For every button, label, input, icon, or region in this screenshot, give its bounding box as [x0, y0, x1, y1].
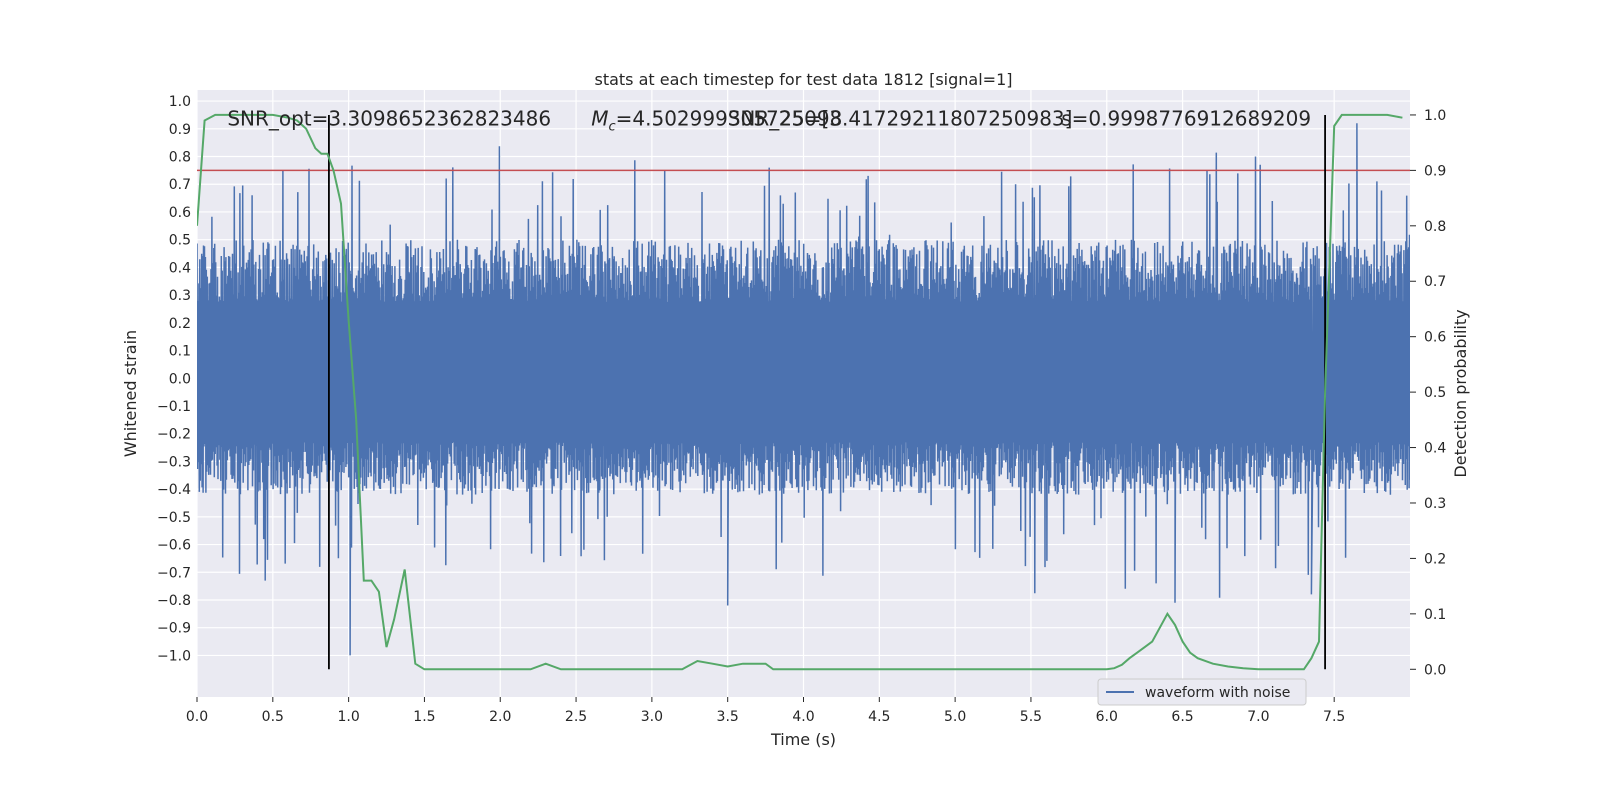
data-layer: [197, 113, 1410, 671]
plot-area: [196, 90, 1410, 697]
y-axis-label: Whitened strain: [121, 330, 140, 457]
y-tick-label: −0.6: [157, 538, 191, 554]
y2-tick-label: 0.2: [1424, 551, 1446, 567]
y-tick-label: 0.5: [169, 233, 191, 249]
legend-label: waveform with noise: [1145, 685, 1290, 701]
y-tick-label: 0.9: [169, 122, 191, 138]
y2-tick-label: 0.5: [1424, 385, 1446, 401]
x-tick-label: 6.5: [1171, 709, 1193, 725]
annotation-snr-opt: SNR_opt=3.3098652362823486: [227, 107, 551, 131]
y-tick-label: 0.3: [169, 288, 191, 304]
y-tick-label: −1.0: [157, 648, 191, 664]
y2-tick-label: 0.7: [1424, 274, 1446, 290]
x-tick-label: 7.5: [1323, 709, 1345, 725]
x-tick-label: 6.0: [1096, 709, 1118, 725]
y2-tick-label: 0.6: [1424, 330, 1446, 346]
x-tick-label: 1.0: [337, 709, 359, 725]
y-tick-label: −0.7: [157, 565, 191, 581]
x-axis-label: Time (s): [770, 730, 836, 749]
x-tick-label: 1.5: [413, 709, 435, 725]
y-tick-label: −0.9: [157, 621, 191, 637]
series-detection-probability: [197, 113, 1403, 671]
y-tick-label: 0.0: [169, 371, 191, 387]
y-tick-label: 0.2: [169, 316, 191, 332]
tick-labels: 0.0 0.5 1.0 1.5 2.0 2.5 3.0 3.5 4.0 4.5 5.0 5.5 6.0 6…: [157, 94, 1446, 725]
chart-title: stats at each timestep for test data 181…: [594, 70, 1012, 89]
y2-axis-label: Detection probability: [1451, 309, 1470, 477]
y-tick-label: −0.3: [157, 454, 191, 470]
mc-value: =4.502999305725098: [616, 107, 843, 131]
y2-tick-label: 1.0: [1424, 108, 1446, 124]
annotation-snr-25: SNR_25=[3.41729211807250983]: [728, 107, 1073, 131]
y-tick-label: −0.2: [157, 427, 191, 443]
y-tick-label: 0.1: [169, 344, 191, 360]
x-tick-label: 5.0: [944, 709, 966, 725]
x-tick-label: 4.5: [868, 709, 890, 725]
y-tick-label: −0.4: [157, 482, 191, 498]
y-tick-label: −0.8: [157, 593, 191, 609]
y-tick-label: 0.7: [169, 177, 191, 193]
annotations: SNR_opt=3.3098652362823486 Mc=4.502999305…: [227, 107, 1311, 135]
y2-tick-label: 0.8: [1424, 219, 1446, 235]
legend-frame: [1097, 678, 1307, 706]
x-tick-label: 5.5: [1020, 709, 1042, 725]
y2-tick-label: 0.1: [1424, 607, 1446, 623]
annotation-chirp-mass: Mc=4.502999305725098: [591, 107, 842, 135]
y-tick-label: −0.1: [157, 399, 191, 415]
y-tick-label: 0.6: [169, 205, 191, 221]
y2-tick-label: 0.4: [1424, 441, 1446, 457]
x-tick-label: 3.5: [717, 709, 739, 725]
y2-tick-label: 0.3: [1424, 496, 1446, 512]
x-tick-label: 3.0: [641, 709, 663, 725]
y-tick-label: −0.5: [157, 510, 191, 526]
mc-symbol: M: [591, 107, 608, 131]
y-tick-label: 0.8: [169, 150, 191, 166]
series-waveform-with-noise: [197, 123, 1410, 656]
x-tick-label: 0.0: [186, 709, 208, 725]
y-tick-label: 1.0: [169, 94, 191, 110]
x-tick-label: 7.0: [1247, 709, 1269, 725]
x-tick-label: 2.5: [565, 709, 587, 725]
x-tick-label: 4.0: [792, 709, 814, 725]
x-tick-label: 2.0: [489, 709, 511, 725]
x-tick-label: 0.5: [262, 709, 284, 725]
y-tick-label: 0.4: [169, 260, 191, 276]
legend: waveform with noise: [1097, 678, 1307, 706]
mc-subscript: c: [608, 120, 615, 135]
y2-tick-label: 0.9: [1424, 163, 1446, 179]
y2-tick-label: 0.0: [1424, 662, 1446, 678]
annotation-score: s=0.9998776912689209: [1061, 107, 1311, 131]
